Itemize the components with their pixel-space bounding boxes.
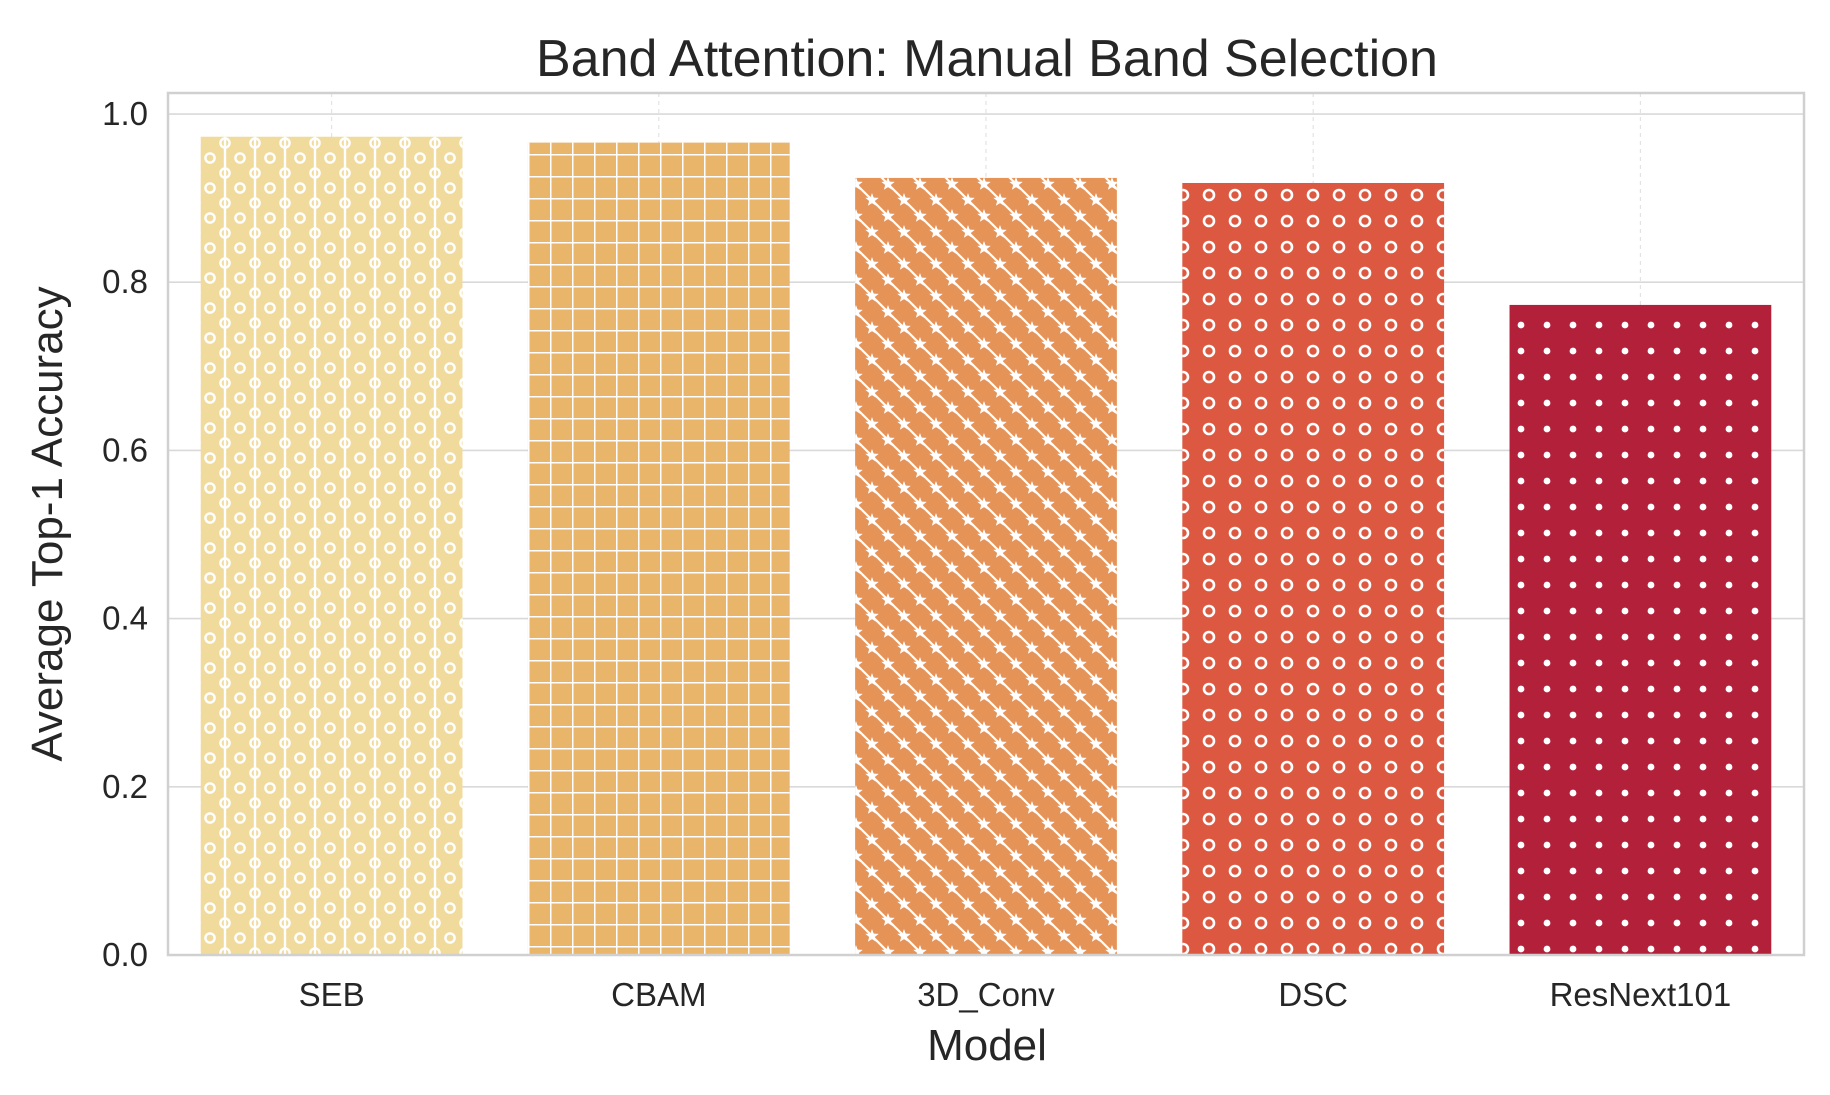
bar-hatch-cbam [527,142,790,955]
y-tick-label: 0.6 [102,431,148,468]
x-tick-label: DSC [1278,976,1348,1013]
y-tick-labels: 0.0 0.2 0.4 0.6 0.8 1.0 [102,95,148,973]
chart-title: Band Attention: Manual Band Selection [536,30,1438,88]
y-tick-label: 0.8 [102,263,148,300]
x-tick-label: ResNext101 [1550,976,1732,1013]
bars [200,136,1772,956]
bar-hatch-dsc [1182,182,1445,956]
x-axis-label: Model [927,1021,1047,1070]
x-tick-label: 3D_Conv [917,976,1055,1013]
x-tick-label: SEB [299,976,365,1013]
bar-hatch-seb [200,136,463,956]
y-tick-label: 0.0 [102,936,148,973]
plot-frame [166,91,1806,957]
y-tick-label: 0.2 [102,768,148,805]
x-tick-label: CBAM [611,976,706,1013]
y-tick-label: 0.4 [102,600,148,637]
y-tick-label: 1.0 [102,95,148,132]
x-tick-labels: SEB CBAM 3D_Conv DSC ResNext101 [299,976,1732,1013]
bar-hatch-3d-conv [855,177,1117,955]
y-axis-label: Average Top-1 Accuracy [23,286,72,761]
bar-hatch-resnext101 [1509,304,1772,955]
